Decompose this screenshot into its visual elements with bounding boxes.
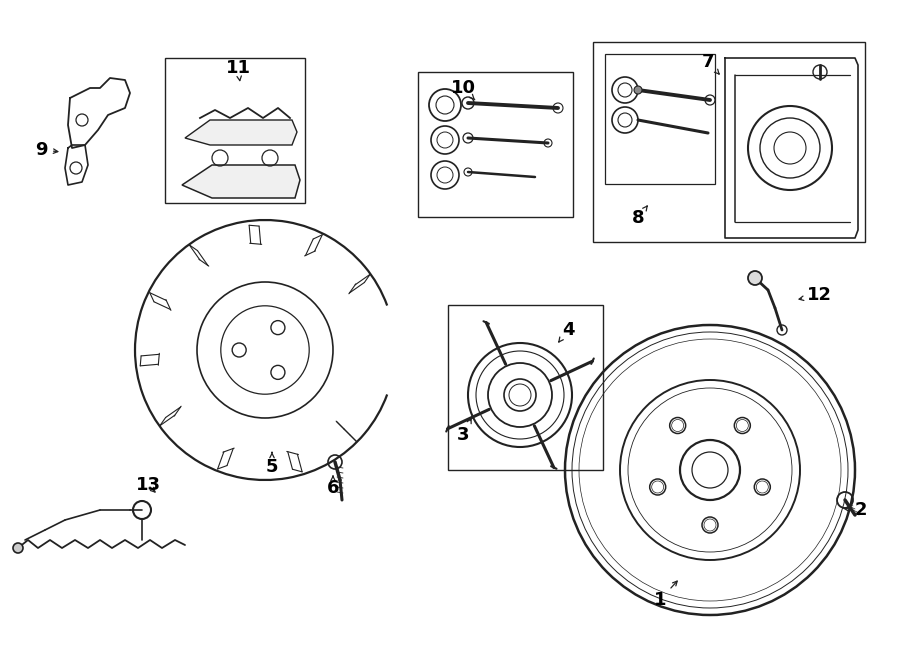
Text: 6: 6: [327, 476, 339, 497]
Text: 8: 8: [632, 206, 647, 227]
Polygon shape: [182, 165, 300, 198]
Text: 3: 3: [456, 419, 471, 444]
Text: 5: 5: [266, 452, 278, 476]
Text: 7: 7: [702, 53, 719, 74]
Circle shape: [13, 543, 23, 553]
Text: 12: 12: [799, 286, 832, 304]
Polygon shape: [185, 120, 297, 145]
Text: 11: 11: [226, 59, 250, 81]
Bar: [593, 42, 865, 242]
Bar: [165, 58, 305, 203]
Bar: [448, 305, 603, 470]
Circle shape: [634, 86, 642, 94]
Circle shape: [748, 271, 762, 285]
Text: 13: 13: [136, 476, 160, 494]
Text: 4: 4: [559, 321, 574, 342]
Bar: [605, 54, 715, 184]
Text: 1: 1: [653, 581, 677, 609]
Bar: [418, 72, 573, 217]
Text: 10: 10: [451, 79, 475, 100]
Text: 2: 2: [844, 501, 868, 519]
Text: 9: 9: [35, 141, 58, 159]
